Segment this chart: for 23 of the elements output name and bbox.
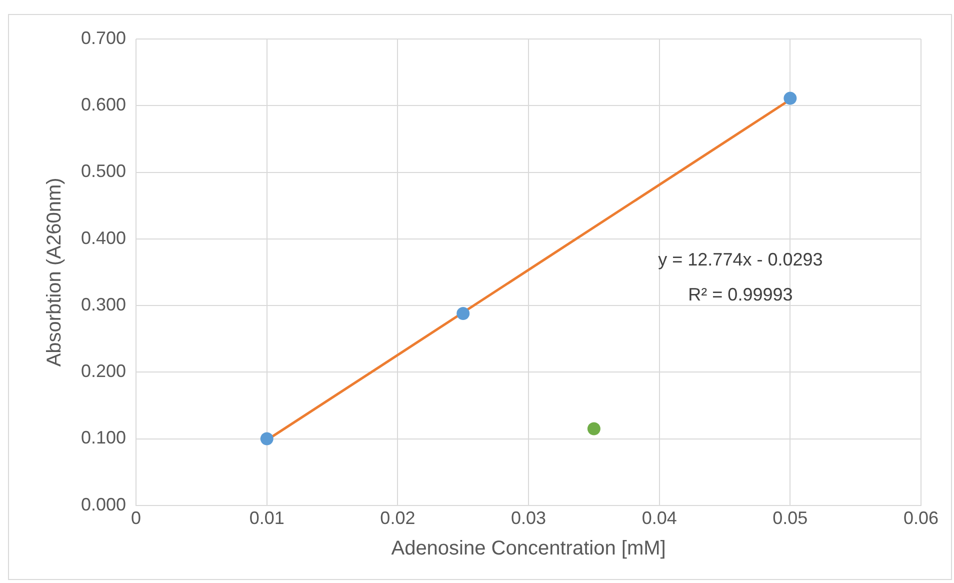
annotation: R² = 0.99993 xyxy=(688,284,793,304)
y-tick-label: 0.000 xyxy=(80,494,126,514)
point xyxy=(456,307,470,320)
annotation: y = 12.774x - 0.0293 xyxy=(658,250,823,270)
x-tick-label: 0 xyxy=(131,508,142,528)
x-tick-label: 0.03 xyxy=(511,508,546,528)
y-axis-title: Absorbtion (A260nm) xyxy=(44,178,66,367)
x-tick-label: 0.02 xyxy=(380,508,416,528)
y-tick-label: 0.700 xyxy=(80,28,126,48)
y-tick-label: 0.300 xyxy=(80,294,126,314)
y-tick-label: 0.100 xyxy=(80,428,126,448)
y-tick-label: 0.400 xyxy=(80,228,126,248)
point xyxy=(260,432,274,446)
x-tick-label: 0.05 xyxy=(772,508,808,528)
point xyxy=(784,92,797,105)
point xyxy=(587,422,600,436)
x-tick-label: 0.04 xyxy=(642,508,677,528)
x-axis-title: Adenosine Concentration [mM] xyxy=(391,538,666,560)
y-tick-label: 0.200 xyxy=(80,361,126,382)
y-tick-label: 0.500 xyxy=(80,161,126,182)
x-tick-label: 0.01 xyxy=(249,508,284,528)
x-tick-label: 0.06 xyxy=(903,508,939,528)
y-tick-label: 0.600 xyxy=(80,94,126,115)
